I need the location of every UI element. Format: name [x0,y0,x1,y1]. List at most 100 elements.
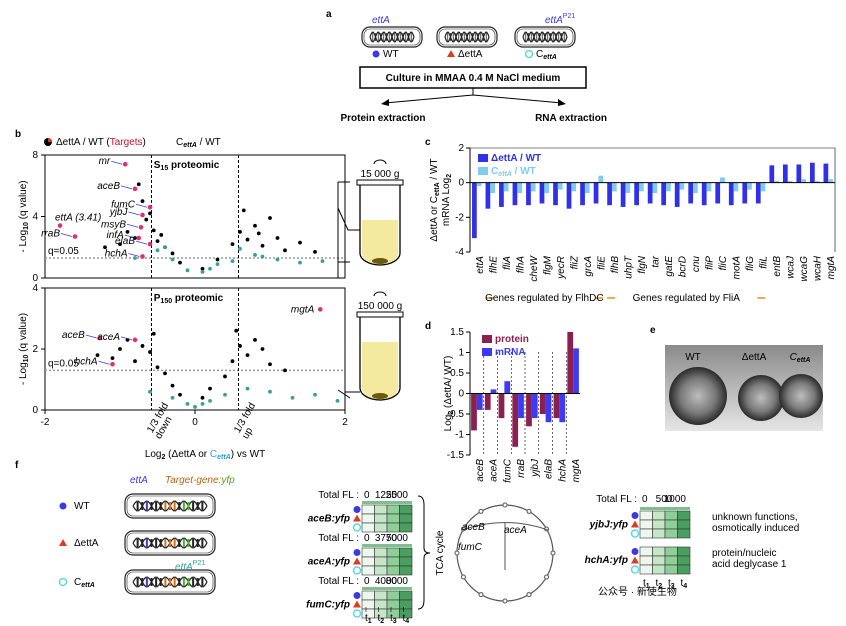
y-tick-label-part: -1.5 [447,450,465,461]
threshold-label: q=0.05 [48,358,79,369]
y-tick-label: -1.5 [447,450,465,461]
data-point [159,233,164,237]
data-point [155,365,160,370]
gene-description: protein/nucleic [712,548,776,559]
heat-cell [399,522,413,533]
y-tick-label: 0 [32,273,38,284]
x-tick-label: fliL [758,256,769,269]
y-tick-label-part: 0 [458,388,464,399]
tube-speed-part: 15 000 g [361,169,400,180]
legend-marker [447,50,455,57]
bar [634,182,639,206]
pellet [372,258,388,264]
annotation-part: aceB [97,180,120,191]
x-tick-label-part: aceA [488,459,499,482]
target-point [132,337,138,343]
x-tick-label: mgtA [571,459,582,483]
rotor-arrow [373,159,387,165]
row-marker [352,609,362,618]
colony-label-part: ΔettA [742,352,767,363]
scale-tick-part: 8000 [386,576,409,587]
leader [60,233,73,237]
x-tick-label: flgM [542,255,553,275]
data-point [313,392,317,397]
y-tick-label-part: 0 [32,273,38,284]
annotation: fumC [111,199,136,210]
annotation: rraB [41,228,60,239]
bar [647,182,653,204]
x-tick-label-part: yjbJ [530,458,541,478]
scale-tick: 8000 [386,576,409,587]
target-point [122,161,128,167]
heat-cell [386,599,400,610]
heatmap-label-part: fumC:yfp [306,599,350,610]
heat-cell [399,590,413,601]
time-label-part: t [681,578,684,589]
panel-letter-part: d [425,321,431,332]
heat-cell [399,504,413,515]
legend-text-part: ΔettA / WT [491,153,541,164]
panel-letter-part: b [15,129,21,140]
heat-cell [361,513,375,524]
data-point [298,240,302,245]
legend-text-part: ettA [498,171,512,178]
legend-text-part: ΔettA / WT ( [56,137,110,148]
heat-cell [374,565,388,576]
heat-cell [361,504,375,515]
y-tick-label-part: 2 [32,344,38,355]
annotation: elaB [115,236,135,247]
strain-marker [59,539,67,546]
gene-label: ettA [372,15,390,26]
data-point [313,249,317,254]
culture-text-part: Culture in MMAA 0.4 M NaCl medium [386,73,561,84]
x-tick-label: flhA [515,256,526,274]
scale-title-part: Total FL : [596,494,637,505]
plot-title-part: P [154,293,161,304]
tca-title: TCA cycle [435,530,446,575]
x-tick-label-part: entB [772,256,783,277]
heatmap-label-part: hchA:yfp [585,555,628,566]
heat-cell [361,547,375,558]
bar [472,182,477,239]
data-point [163,245,167,250]
heat-cell [664,528,678,539]
data-point [170,257,175,262]
panel-letter: d [425,321,431,332]
annotation-part: hchA [75,356,98,367]
plot-title-part: 15 [160,165,168,172]
output-label: RNA extraction [535,113,607,124]
tca-gene: aceA [504,525,527,536]
heat-cell [399,599,413,610]
row-marker [352,523,362,532]
x-tick-label: fliA [501,256,512,270]
threshold-label: q=0.05 [48,246,79,257]
heat-cell [374,556,388,567]
bar [688,182,694,204]
data-point [230,259,235,263]
annotation-part: mr [99,156,111,167]
tube-speed: 15 000 g [361,169,400,180]
gene-label: ettAP21 [545,13,575,25]
bar [620,182,626,207]
heat-cell [399,565,413,576]
y-axis-label-part: 10 [23,354,30,362]
row-marker [353,557,361,565]
tca-gene-part: aceA [504,525,527,536]
y-axis-label-part: Log [443,415,454,432]
x-tick-label-part: fliG [745,256,756,271]
y-tick-label-part: 4 [32,211,38,222]
y-tick-label-part: 1 [458,347,464,358]
bar [760,182,766,192]
x-tick-label: wcaG [799,256,810,282]
scale-tick-part: 1000 [664,494,687,505]
bar [801,179,806,183]
x-tick-label: flhB [610,256,621,274]
cell-inner [516,28,574,46]
bar [567,332,574,394]
data-point [238,344,242,348]
heat-cell [361,565,375,576]
x-axis-label: Log2 (ΔettA or CettA) vs WT [145,449,265,462]
data-point [151,228,156,233]
data-point [245,353,250,357]
